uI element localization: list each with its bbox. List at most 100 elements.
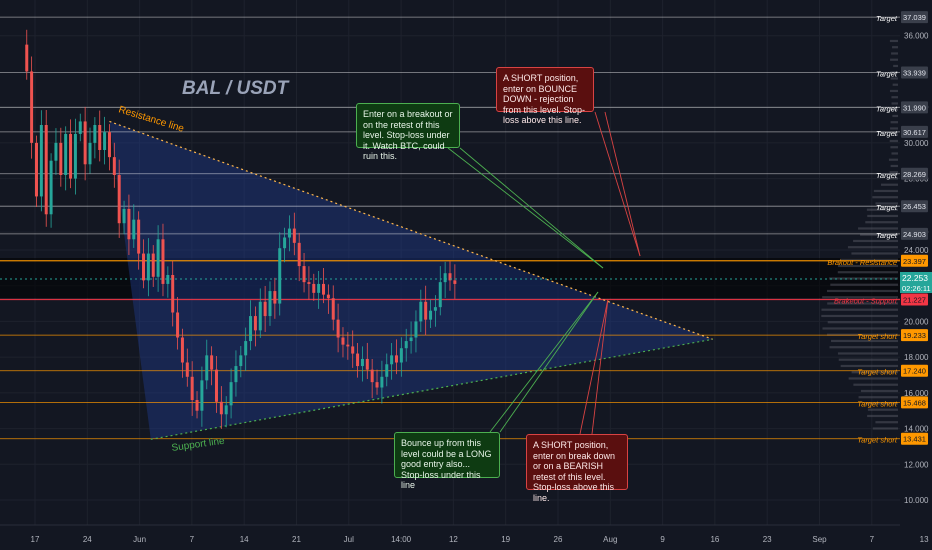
candle-body bbox=[190, 376, 194, 400]
volume-profile-bar bbox=[890, 127, 898, 130]
candle-body bbox=[34, 142, 38, 197]
candle-body bbox=[375, 382, 379, 388]
volume-profile-bar bbox=[865, 402, 898, 405]
resistance-trendline[interactable] bbox=[109, 120, 713, 340]
candle-body bbox=[210, 355, 214, 370]
level-tag-bg bbox=[901, 200, 928, 213]
volume-profile-bar bbox=[881, 183, 898, 186]
volume-profile-bar bbox=[867, 214, 898, 218]
level-tag-value: 23.397 bbox=[903, 257, 926, 266]
candle-body bbox=[54, 142, 58, 161]
volume-profile-bar bbox=[829, 346, 898, 349]
connector-green bbox=[499, 291, 599, 433]
support-trendline[interactable] bbox=[150, 338, 713, 440]
candle-body bbox=[44, 125, 48, 215]
candle-body bbox=[253, 316, 257, 331]
candle-body bbox=[127, 208, 131, 240]
candle-body bbox=[317, 283, 321, 293]
candle-body bbox=[205, 355, 209, 381]
level-label: Target bbox=[876, 203, 898, 212]
volume-profile-bar bbox=[826, 289, 898, 293]
price-tick-label: 24.000 bbox=[904, 246, 929, 255]
candle-body bbox=[117, 175, 121, 224]
candle-body bbox=[263, 301, 267, 317]
candle-body bbox=[307, 282, 311, 284]
price-tick-label: 12.000 bbox=[904, 460, 929, 469]
candle-body bbox=[414, 321, 418, 338]
level-tag-bg bbox=[901, 254, 928, 267]
candle-body bbox=[112, 157, 116, 175]
volume-profile-bar bbox=[890, 146, 898, 149]
candle-body bbox=[142, 253, 146, 281]
level-tag-bg bbox=[901, 329, 928, 342]
volume-profile-bar bbox=[853, 239, 898, 243]
candle-body bbox=[103, 132, 107, 150]
time-tick-label: Sep bbox=[812, 535, 827, 544]
candle-body bbox=[380, 376, 384, 388]
level-tag-value: 15.468 bbox=[903, 398, 926, 407]
level-label: Target short bbox=[857, 332, 898, 341]
volume-profile-bar bbox=[889, 139, 898, 143]
time-tick-label: Aug bbox=[603, 535, 617, 544]
level-tag-bg bbox=[901, 125, 928, 138]
candle-body bbox=[356, 353, 360, 367]
candle-body bbox=[98, 125, 102, 150]
candle-body bbox=[156, 239, 160, 277]
candle-body bbox=[331, 298, 335, 320]
volume-profile-bar bbox=[893, 64, 898, 68]
level-tag-value: 37.039 bbox=[903, 13, 926, 22]
price-tick-label: 20.000 bbox=[904, 317, 929, 326]
volume-profile-bar bbox=[891, 152, 898, 155]
connector-red bbox=[604, 111, 641, 257]
volume-profile bbox=[821, 39, 898, 430]
volume-profile-bar bbox=[892, 83, 898, 86]
candle-body bbox=[64, 133, 68, 175]
candle-body bbox=[93, 125, 97, 143]
volume-profile-bar bbox=[840, 364, 898, 368]
level-tag-bg bbox=[901, 432, 928, 445]
volume-profile-bar bbox=[847, 246, 898, 249]
candle-body bbox=[385, 364, 389, 377]
level-label: Target bbox=[876, 129, 898, 138]
level-label: Brakeout - Support bbox=[834, 297, 898, 306]
candle-body bbox=[394, 355, 398, 363]
level-tag-bg bbox=[901, 227, 928, 240]
time-tick-label: 7 bbox=[190, 535, 195, 544]
level-label: Target bbox=[876, 171, 898, 180]
volume-profile-bar bbox=[822, 296, 898, 299]
candle-body bbox=[346, 344, 350, 347]
time-tick-label: 14 bbox=[240, 535, 249, 544]
short-bounce-note: A SHORT position, enter on BOUNCE DOWN -… bbox=[496, 67, 594, 125]
candle-body bbox=[297, 242, 301, 267]
candle-body bbox=[424, 301, 428, 320]
time-axis[interactable] bbox=[0, 525, 932, 550]
volume-profile-bar bbox=[827, 302, 898, 305]
volume-profile-bar bbox=[838, 358, 898, 361]
volume-profile-bar bbox=[892, 114, 898, 118]
candle-body bbox=[336, 319, 340, 338]
time-tick-label: 13 bbox=[920, 535, 929, 544]
candle-body bbox=[185, 362, 189, 377]
candle-body bbox=[151, 253, 155, 277]
candle-body bbox=[365, 358, 369, 370]
level-tag-value: 33.939 bbox=[903, 69, 926, 78]
candle-body bbox=[107, 132, 111, 158]
level-label: Target bbox=[876, 70, 898, 79]
candle-body bbox=[146, 253, 150, 281]
time-tick-label: 7 bbox=[870, 535, 875, 544]
level-price-tags: 37.039 33.939 31.990 30.617 28.269 26.453 24.9… bbox=[901, 11, 928, 445]
volume-profile-bar bbox=[831, 339, 898, 343]
candle-body bbox=[258, 301, 262, 331]
candle-body bbox=[176, 312, 180, 338]
level-tag-value: 24.903 bbox=[903, 230, 926, 239]
level-label: Target short bbox=[857, 436, 898, 445]
candle-body bbox=[219, 401, 223, 415]
chart-title: BAL / USDT bbox=[182, 78, 290, 99]
candle-body bbox=[73, 133, 77, 179]
bar-countdown: 02:26:11 bbox=[902, 284, 931, 293]
level-label: Target bbox=[876, 231, 898, 240]
level-tag-value: 30.617 bbox=[903, 128, 926, 137]
candle-body bbox=[224, 405, 228, 415]
candle-body bbox=[249, 316, 253, 342]
